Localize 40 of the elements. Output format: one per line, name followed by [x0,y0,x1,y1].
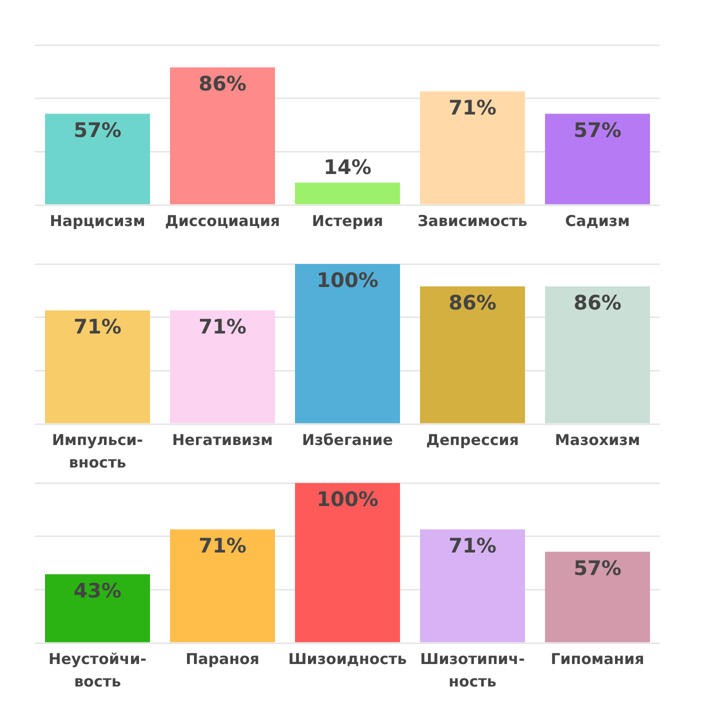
data-label: 86% [198,72,246,96]
bar [170,529,275,642]
data-label: 71% [74,314,122,339]
data-label: 57% [74,118,122,142]
x-tick-label: Негативизм [172,431,273,450]
x-tick-label: Депрессия [426,431,519,450]
x-tick-label: Садизм [565,212,630,230]
data-label: 71% [448,534,496,558]
data-label: 86% [574,290,622,315]
bar [45,114,150,204]
data-label: 86% [448,290,496,315]
bar [295,182,400,204]
x-tick-label: Истерия [312,212,384,230]
x-tick-label: Неустойчи- вость [48,650,146,691]
bar [545,114,650,204]
x-tick-label: Мазохизм [554,431,640,450]
data-label: 100% [316,487,378,512]
x-tick-label: Шизотипич- ность [420,650,525,691]
x-tick-label: Зависимость [418,212,528,230]
bar [295,483,400,642]
data-label: 71% [448,96,496,120]
x-tick-label: Диссоциация [165,212,280,230]
data-label: 57% [574,556,622,580]
x-tick-label: Шизоидность [288,650,407,668]
data-label: 71% [198,534,246,558]
x-tick-label: Избегание [302,431,393,450]
bar [545,552,650,642]
data-label: 43% [74,578,122,602]
x-tick-label: Гипомания [550,650,644,668]
data-label: 100% [316,268,378,292]
data-label: 57% [574,118,622,142]
x-tick-label: Параноя [186,650,260,668]
data-label: 71% [198,314,246,339]
bar [420,91,525,204]
bar [170,67,275,204]
data-label: 14% [324,154,372,179]
bar [45,574,150,642]
x-tick-label: Импульси- вность [52,431,144,472]
x-tick-label: Нарцисизм [50,212,146,230]
bar [420,529,525,642]
